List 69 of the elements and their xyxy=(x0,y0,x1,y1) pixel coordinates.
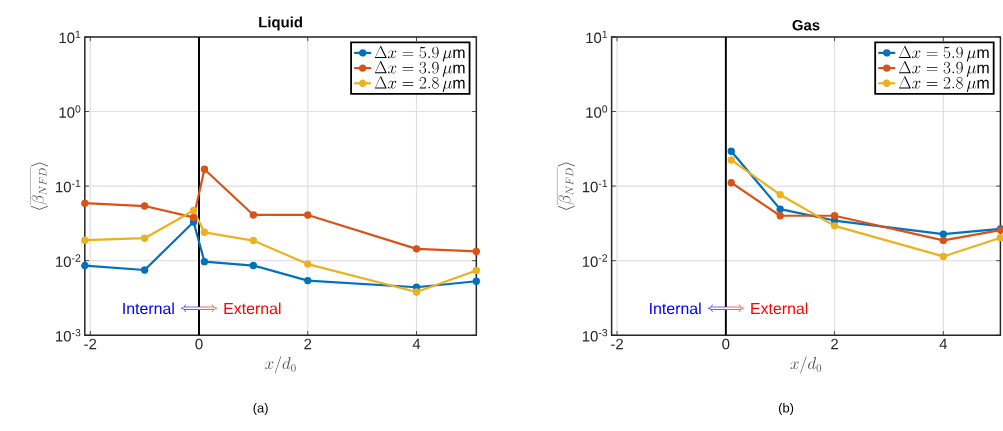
x-tick-label: 0 xyxy=(722,338,730,350)
point xyxy=(140,234,149,242)
x-tick-label: -2 xyxy=(84,338,97,350)
point xyxy=(304,211,312,219)
point xyxy=(830,212,839,220)
point xyxy=(939,252,948,261)
x-tick-label: 0 xyxy=(195,338,203,350)
point xyxy=(472,266,481,275)
point xyxy=(189,213,198,222)
y-tick-label: 10$^{0}$ xyxy=(59,105,81,118)
point xyxy=(776,212,784,220)
x-axis-title: $x/d_0$ xyxy=(265,356,296,374)
annotation: Internal xyxy=(650,302,701,315)
point xyxy=(727,147,735,155)
chart-title: Gas xyxy=(792,19,820,31)
point xyxy=(727,179,735,187)
annotation: External xyxy=(224,302,281,315)
point xyxy=(81,199,89,207)
point xyxy=(939,230,948,238)
point xyxy=(200,228,209,236)
point xyxy=(140,266,149,274)
legend-label: $\Delta x = 2.8\,\mu\mathrm{m}$ xyxy=(898,76,989,93)
y-tick-label: 10$^{-1}$ xyxy=(582,179,608,193)
x-tick-label: 2 xyxy=(831,338,838,350)
point xyxy=(472,247,481,256)
point xyxy=(472,277,481,285)
x-tick-label: 2 xyxy=(304,338,312,350)
legend-label: $\Delta x = 3.9\,\mu\mathrm{m}$ xyxy=(898,61,989,77)
annotation: External xyxy=(751,302,808,315)
y-tick-label: 10$^{1}$ xyxy=(586,30,608,44)
point xyxy=(412,245,421,253)
point xyxy=(727,156,735,164)
legend-label: $\Delta x = 5.9\,\mu\mathrm{m}$ xyxy=(898,45,989,62)
x-tick-label: -2 xyxy=(611,338,623,350)
point xyxy=(249,236,258,245)
point xyxy=(304,260,312,268)
point xyxy=(249,211,258,219)
x-tick-label: 4 xyxy=(412,338,421,350)
point xyxy=(776,191,784,199)
point xyxy=(830,222,839,230)
point xyxy=(189,206,198,215)
y-axis-title: $\langle\overline{\beta_{NFD}}\rangle$ xyxy=(557,162,575,210)
y-tick-label: 10$^{-2}$ xyxy=(582,254,608,267)
legend-label: $\Delta x = 3.9\,\mu\mathrm{m}$ xyxy=(374,61,465,77)
y-tick-label: 10$^{-3}$ xyxy=(582,328,608,342)
y-tick-label: 10$^{-3}$ xyxy=(56,328,81,342)
point xyxy=(200,165,209,173)
point xyxy=(200,257,209,266)
text: (b) xyxy=(778,403,794,416)
point xyxy=(304,276,312,285)
text: (a) xyxy=(253,403,268,416)
x-axis-title: $x/d_0$ xyxy=(790,356,822,374)
point xyxy=(249,261,258,270)
point xyxy=(140,202,149,210)
legend-label: $\Delta x = 2.8\,\mu\mathrm{m}$ xyxy=(374,76,465,93)
legend-label: $\Delta x = 5.9\,\mu\mathrm{m}$ xyxy=(374,45,465,62)
y-tick-label: 10$^{0}$ xyxy=(586,105,608,118)
annotation: Internal xyxy=(123,302,174,315)
y-tick-label: 10$^{-1}$ xyxy=(56,179,81,193)
point xyxy=(776,205,784,213)
y-axis-title: $\langle\overline{\beta_{NFD}}\rangle$ xyxy=(30,162,49,210)
point xyxy=(412,288,421,296)
point xyxy=(81,261,89,270)
point xyxy=(81,236,89,244)
y-tick-label: 10$^{1}$ xyxy=(59,30,81,44)
x-tick-label: 4 xyxy=(939,338,948,350)
point xyxy=(939,236,948,245)
y-tick-label: 10$^{-2}$ xyxy=(56,254,81,267)
chart-title: Liquid xyxy=(259,16,302,31)
